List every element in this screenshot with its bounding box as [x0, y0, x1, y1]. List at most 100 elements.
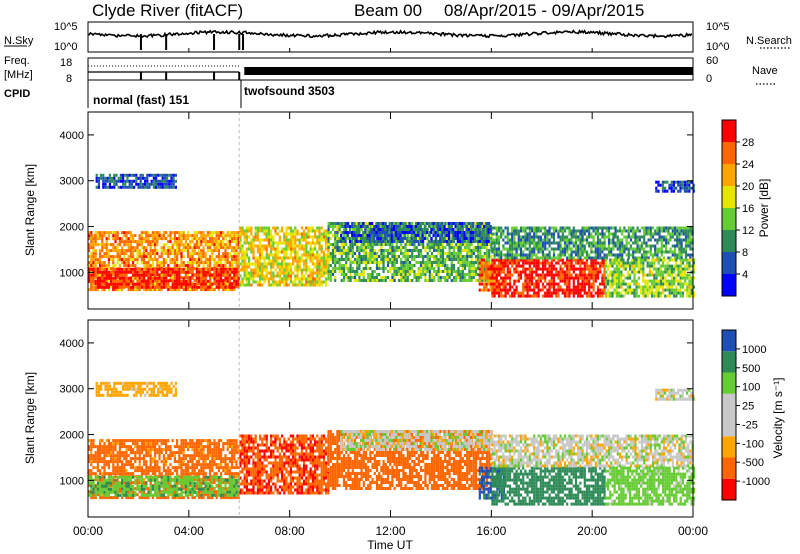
echo-cell: [570, 261, 573, 265]
echo-cell: [450, 225, 453, 228]
echo-cell: [522, 235, 525, 239]
echo-cell: [603, 282, 606, 286]
echo-cell: [495, 238, 498, 242]
echo-cell: [559, 253, 562, 257]
echo-cell: [472, 228, 475, 231]
echo-cell: [278, 280, 281, 284]
echo-cell: [450, 252, 453, 255]
echo-cell: [408, 237, 412, 240]
echo-cell: [483, 243, 486, 246]
echo-cell: [88, 231, 91, 235]
echo-cell: [112, 276, 115, 280]
echo-cell: [281, 241, 284, 245]
echo-cell: [265, 229, 268, 233]
echo-cell: [359, 234, 363, 237]
echo-cell: [132, 267, 135, 271]
echo-cell: [515, 270, 518, 274]
echo-cell: [136, 240, 139, 244]
echo-cell: [285, 262, 288, 266]
echo-cell: [592, 288, 595, 292]
echo-cell: [483, 276, 486, 280]
echo-cell: [511, 232, 514, 236]
echo-cell: [289, 253, 292, 257]
echo-cell: [334, 243, 337, 246]
echo-cell: [106, 176, 109, 180]
echo-cell: [252, 253, 255, 257]
echo-cell: [155, 179, 158, 183]
echo-cell: [243, 229, 246, 233]
echo-cell: [411, 252, 414, 255]
echo-cell: [294, 244, 297, 248]
echo-cell: [248, 229, 251, 233]
echo-cell: [625, 235, 628, 239]
echo-cell: [143, 276, 146, 280]
echo-cell: [530, 258, 534, 262]
echo-cell: [419, 255, 423, 258]
echo-cell: [411, 279, 414, 282]
echo-cell: [402, 225, 405, 228]
echo-cell: [524, 270, 527, 274]
echo-cell: [88, 264, 91, 268]
echo-cell: [331, 234, 335, 237]
echo-cell: [445, 240, 448, 243]
echo-cell: [151, 240, 154, 244]
echo-cell: [369, 228, 372, 231]
echo-cell: [592, 261, 595, 265]
echo-cell: [603, 244, 606, 248]
echo-cell: [356, 222, 359, 225]
echo-cell: [309, 259, 312, 263]
echo-cell: [581, 253, 584, 257]
echo-cell: [563, 264, 567, 268]
echo-cell: [406, 264, 409, 267]
echo-cell: [316, 238, 319, 242]
echo-cell: [278, 277, 281, 281]
echo-cell: [173, 288, 176, 292]
echo-cell: [356, 267, 359, 270]
echo-cell: [243, 265, 246, 269]
echo-cell: [459, 279, 462, 282]
echo-cell: [318, 265, 321, 269]
echo-cell: [373, 261, 376, 264]
echo-cell: [375, 279, 379, 282]
echo-cell: [561, 247, 564, 251]
echo-cell: [563, 276, 567, 280]
echo-cell: [357, 231, 360, 234]
echo-cell: [140, 285, 143, 289]
echo-cell: [557, 285, 560, 289]
echo-cell: [226, 282, 229, 286]
echo-cell: [504, 247, 507, 251]
echo-cell: [441, 258, 445, 261]
echo-cell: [583, 285, 586, 289]
echo-cell: [524, 253, 527, 257]
echo-cell: [136, 288, 139, 292]
echo-cell: [289, 274, 292, 278]
echo-cell: [233, 258, 236, 262]
echo-cell: [439, 279, 442, 282]
echo-cell: [487, 270, 490, 274]
echo-cell: [487, 279, 490, 283]
echo-cell: [168, 185, 171, 189]
echo-cell: [537, 226, 540, 230]
echo-cell: [99, 276, 102, 280]
echo-cell: [541, 282, 545, 286]
echo-cell: [158, 234, 161, 238]
echo-cell: [435, 261, 438, 264]
echo-cell: [107, 231, 110, 235]
echo-cell: [187, 234, 190, 238]
echo-cell: [428, 255, 431, 258]
echo-cell: [502, 238, 505, 242]
echo-cell: [377, 222, 380, 225]
echo-cell: [478, 276, 481, 280]
echo-cell: [281, 259, 284, 263]
echo-cell: [151, 261, 154, 265]
echo-cell: [470, 228, 473, 231]
echo-cell: [121, 285, 124, 289]
echo-cell: [198, 273, 201, 277]
echo-cell: [322, 232, 325, 236]
echo-cell: [107, 276, 110, 280]
echo-cell: [513, 288, 516, 292]
echo-cell: [231, 288, 234, 292]
echo-cell: [292, 229, 295, 233]
echo-cell: [245, 277, 248, 281]
echo-cell: [222, 273, 225, 277]
